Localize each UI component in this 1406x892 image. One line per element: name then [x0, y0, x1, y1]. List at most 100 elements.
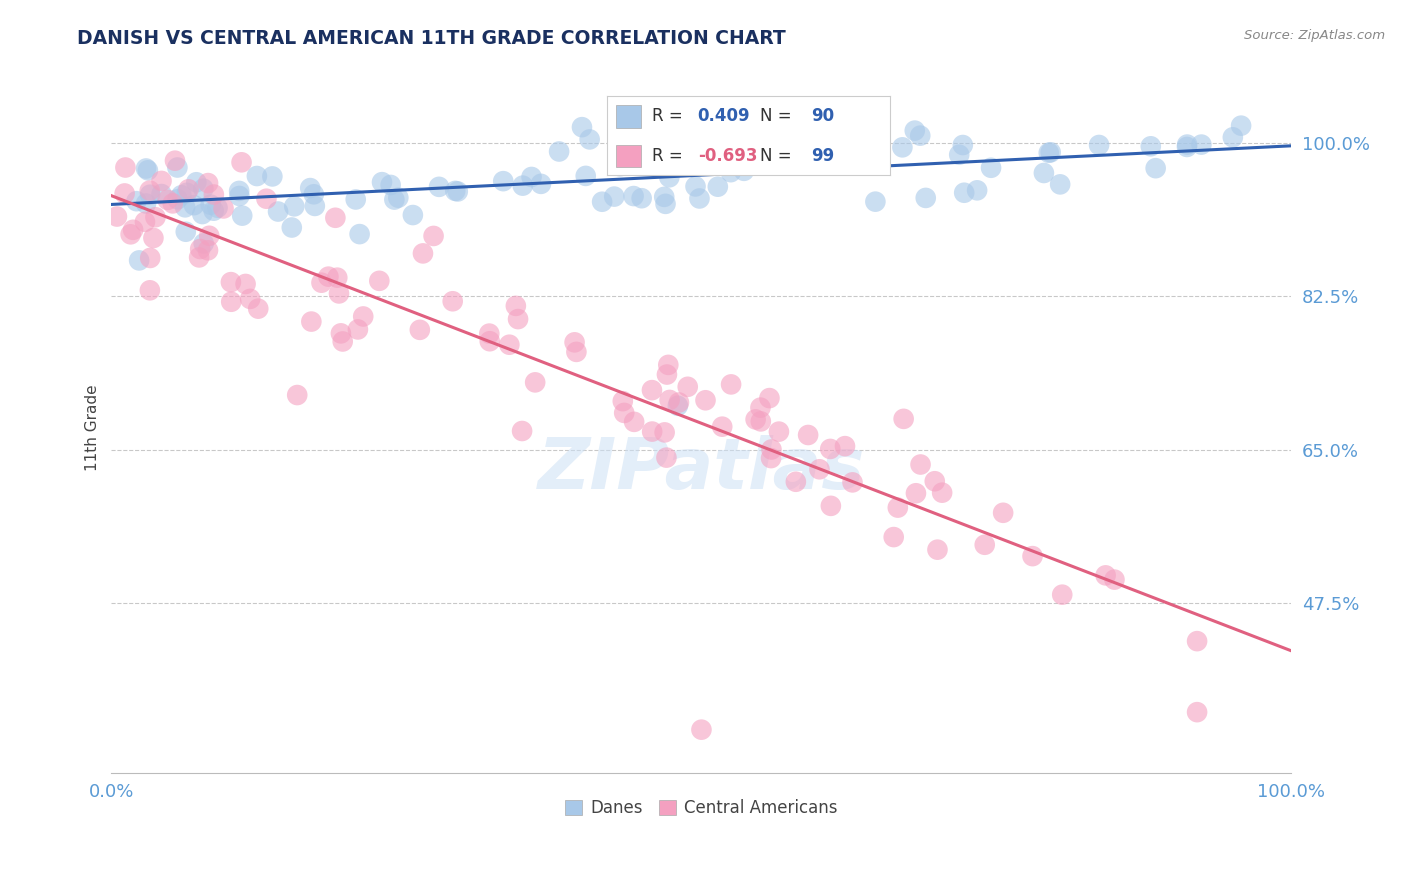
Point [841, 475, 863, 490]
Point [610, 155, 633, 169]
Text: DANISH VS CENTRAL AMERICAN 11TH GRADE CORRELATION CHART: DANISH VS CENTRAL AMERICAN 11TH GRADE CO… [77, 29, 786, 47]
Point [200, 197, 222, 211]
Point [478, 326, 501, 341]
Point [114, 186, 136, 201]
Point [623, 189, 645, 203]
Point [447, 185, 470, 199]
Point [122, 223, 145, 237]
Point [139, 187, 162, 202]
Point [685, 179, 707, 194]
Text: Source: ZipAtlas.com: Source: ZipAtlas.com [1244, 29, 1385, 42]
Point [105, 210, 128, 224]
Point [162, 196, 184, 211]
Point [571, 120, 593, 135]
Point [1039, 145, 1062, 160]
Point [134, 215, 156, 229]
Point [142, 231, 165, 245]
Point [883, 530, 905, 544]
Point [402, 208, 425, 222]
Point [603, 189, 626, 203]
Point [478, 334, 501, 349]
Point [371, 175, 394, 189]
Point [948, 147, 970, 161]
Y-axis label: 11th Grade: 11th Grade [86, 384, 100, 471]
Point [654, 197, 676, 211]
Point [441, 294, 464, 309]
Point [1088, 138, 1111, 153]
Point [302, 187, 325, 202]
Point [707, 179, 730, 194]
Point [299, 181, 322, 195]
Point [387, 191, 409, 205]
Point [910, 458, 932, 472]
Point [808, 462, 831, 476]
Point [207, 201, 229, 215]
Point [235, 277, 257, 291]
Point [655, 450, 678, 465]
Point [666, 399, 689, 413]
Point [548, 145, 571, 159]
Point [914, 191, 936, 205]
Point [669, 152, 692, 166]
Point [609, 159, 631, 173]
Point [733, 164, 755, 178]
Point [197, 244, 219, 258]
Text: ZIPatlas: ZIPatlas [537, 434, 865, 504]
Point [893, 412, 915, 426]
Point [349, 227, 371, 241]
Point [186, 175, 208, 189]
Point [183, 198, 205, 212]
Point [239, 292, 262, 306]
Point [657, 358, 679, 372]
Point [676, 380, 699, 394]
Point [565, 344, 588, 359]
Point [311, 276, 333, 290]
Point [219, 275, 242, 289]
Legend: Danes, Central Americans: Danes, Central Americans [558, 793, 845, 824]
Point [285, 388, 308, 402]
Point [139, 184, 162, 198]
Point [444, 184, 467, 198]
Point [820, 499, 842, 513]
Point [202, 187, 225, 202]
Point [163, 153, 186, 168]
Point [135, 196, 157, 211]
Point [711, 419, 734, 434]
Point [865, 194, 887, 209]
Point [174, 225, 197, 239]
Point [150, 174, 173, 188]
Point [966, 183, 988, 197]
Point [744, 412, 766, 426]
Point [658, 392, 681, 407]
Point [820, 442, 842, 456]
Point [591, 194, 613, 209]
Point [352, 310, 374, 324]
Point [326, 270, 349, 285]
Point [1222, 130, 1244, 145]
Point [1021, 549, 1043, 563]
Point [128, 253, 150, 268]
Point [1175, 140, 1198, 154]
Point [1144, 161, 1167, 176]
Point [1230, 119, 1253, 133]
Point [1038, 145, 1060, 160]
Point [641, 425, 664, 439]
Point [197, 176, 219, 190]
Point [758, 391, 780, 405]
Point [281, 220, 304, 235]
Point [524, 376, 547, 390]
Point [198, 228, 221, 243]
Point [654, 122, 676, 136]
Point [1049, 178, 1071, 192]
Point [202, 203, 225, 218]
Point [834, 439, 856, 453]
Point [368, 274, 391, 288]
Point [156, 193, 179, 207]
Point [231, 209, 253, 223]
Point [980, 161, 1002, 175]
Point [170, 188, 193, 202]
Point [318, 269, 340, 284]
Point [1185, 634, 1208, 648]
Point [904, 123, 927, 137]
Point [150, 187, 173, 202]
